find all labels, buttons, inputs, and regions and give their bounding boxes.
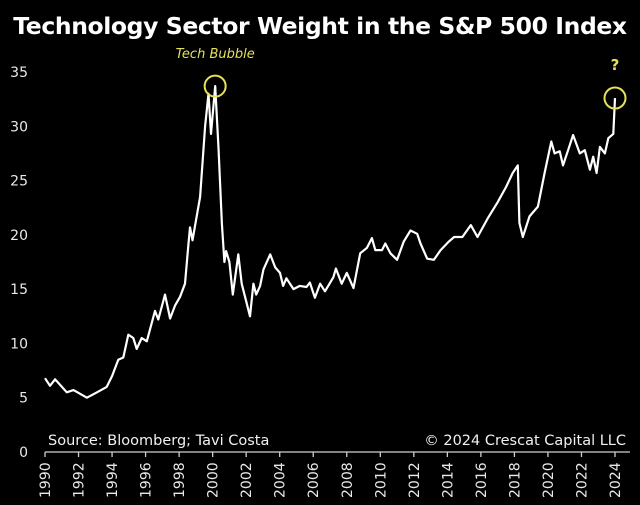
x-axis: 1990 1992 1994 1996 1998 2000 2002 2004 2006 2008…	[38, 451, 630, 498]
y-tick-label: 25	[10, 174, 28, 190]
chart-title: Technology Sector Weight in the S&P 500 …	[13, 12, 627, 40]
x-tick-label: 2002	[239, 462, 255, 498]
highlight-circle	[203, 74, 227, 98]
annotation-label: Tech Bubble	[176, 47, 255, 62]
x-tick-label: 2012	[407, 462, 423, 498]
x-tick-label: 2018	[507, 462, 523, 498]
y-tick-label: 15	[10, 282, 28, 298]
x-tick-label: 1992	[72, 462, 88, 498]
source-note: Source: Bloomberg; Tavi Costa	[48, 433, 269, 449]
y-tick-label: 30	[10, 119, 28, 135]
x-tick-label: 2006	[306, 462, 322, 498]
x-tick-label: 1996	[139, 462, 155, 498]
y-tick-label: 35	[10, 65, 28, 81]
x-tick-label: 2008	[340, 462, 356, 498]
x-tick-label: 2022	[574, 462, 590, 498]
y-tick-label: 20	[10, 228, 28, 244]
x-tick-label: 2004	[273, 462, 289, 498]
x-tick-label: 1994	[105, 462, 121, 498]
y-tick-label: 0	[19, 445, 28, 461]
highlight-circle	[603, 86, 627, 110]
x-tick-label: 2024	[608, 462, 624, 498]
series-line	[44, 85, 617, 399]
x-tick-label: 1998	[172, 462, 188, 498]
y-tick-label: 5	[19, 391, 28, 407]
x-tick-label: 2016	[474, 462, 490, 498]
annotation-label: ?	[611, 56, 620, 74]
x-tick-label: 2000	[206, 462, 222, 498]
copyright-note: © 2024 Crescat Capital LLC	[424, 433, 626, 449]
y-axis: 0 5 10 15 20 25 30 35	[10, 65, 28, 461]
x-tick-label: 2020	[541, 462, 557, 498]
x-tick-label: 2014	[440, 462, 456, 498]
annotations: Tech Bubble?	[176, 47, 627, 110]
x-tick-label: 2010	[373, 462, 389, 498]
y-tick-label: 10	[10, 336, 28, 352]
x-tick-label: 1990	[38, 462, 54, 498]
